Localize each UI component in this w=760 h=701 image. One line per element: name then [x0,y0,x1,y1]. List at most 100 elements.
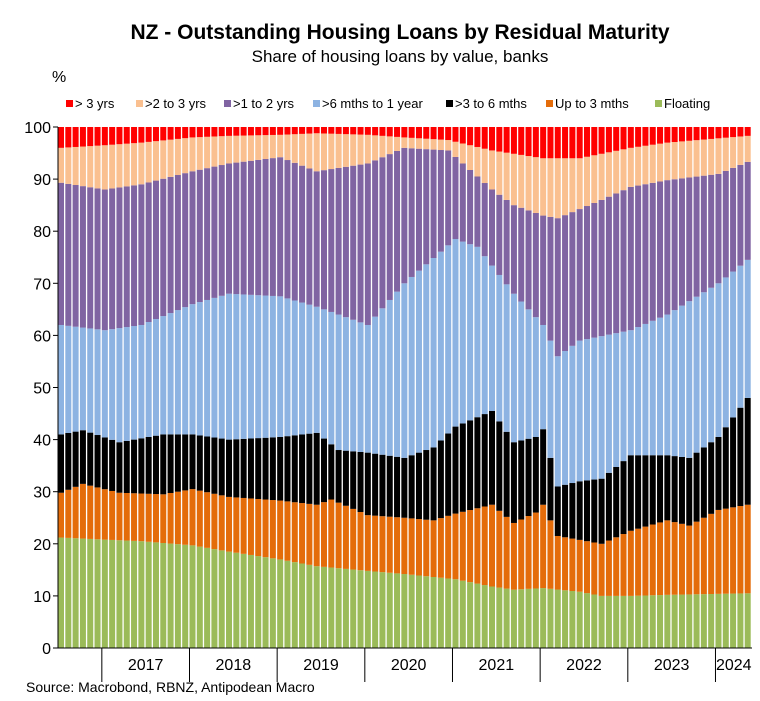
bar-segment [518,207,525,302]
month-bar [722,127,729,648]
bar-segment [87,485,94,539]
month-bar [664,127,671,648]
bar-segment [583,480,590,542]
bar-segment [686,127,693,141]
bar-segment [627,186,634,331]
bar-segment [708,138,715,175]
bar-segment [372,135,379,161]
bar-segment [532,157,539,213]
bar-segment [269,295,276,438]
year-label: 2024 [716,657,752,674]
bar-segment [79,483,86,539]
bar-segment [58,434,65,493]
bar-segment [744,127,751,136]
month-bar [218,127,225,648]
bar-segment [620,331,627,462]
bar-segment [620,595,627,648]
bar-segment [174,127,181,139]
bar-segment [138,493,145,542]
bar-segment [101,127,108,146]
bar-segment [598,595,605,648]
bar-segment [605,595,612,648]
month-bar [131,127,138,648]
bar-segment [540,504,547,589]
bar-segment [87,187,94,329]
bar-segment [489,265,496,411]
bar-segment [700,127,707,140]
bar-segment [313,127,320,134]
month-bar [693,127,700,648]
bar-segment [649,127,656,145]
month-bar [167,127,174,648]
bar-segment [562,351,569,485]
bar-segment [452,426,459,514]
bar-segment [320,127,327,134]
bar-segment [569,127,576,159]
bar-segment [591,542,598,595]
bar-segment [152,542,159,648]
bar-segment [518,301,525,441]
bar-segment [357,451,364,513]
bar-segment [459,511,466,581]
bar-segment [708,442,715,514]
month-bar [605,127,612,648]
month-bar [708,127,715,648]
bar-segment [58,537,65,648]
month-bar [255,127,262,648]
bar-segment [430,149,437,258]
bar-segment [313,566,320,648]
bar-segment [481,414,488,507]
bar-segment [437,127,444,140]
bar-segment [678,305,685,457]
bar-segment [415,148,422,271]
bar-segment [642,526,649,596]
bar-segment [489,127,496,151]
bar-segment [364,570,371,648]
bar-segment [518,440,525,520]
bar-segment [379,157,386,309]
bar-segment [671,522,678,595]
bar-segment [708,174,715,288]
bar-segment [686,301,693,458]
bar-segment [657,127,664,144]
bar-segment [562,215,569,352]
bar-segment [576,158,583,210]
bar-segment [109,144,116,189]
bar-segment [182,434,189,491]
bar-segment [518,154,525,208]
bar-segment [496,194,503,275]
month-bar [65,127,72,648]
legend-item: > 3 yrs [66,96,115,111]
month-bar [423,127,430,648]
month-bar [591,127,598,648]
bar-segment [744,259,751,398]
month-bar [635,127,642,648]
bar-segment [693,452,700,522]
bar-segment [627,595,634,648]
bar-segment [189,304,196,435]
bar-segment [481,256,488,415]
month-bar [562,127,569,648]
bar-segment [730,167,737,272]
legend-label: > 3 yrs [75,96,115,111]
bar-segment [357,134,364,165]
bar-segment [467,145,474,170]
month-bar [123,127,130,648]
month-bar [445,127,452,648]
bar-segment [372,453,379,516]
bar-segment [649,320,656,456]
bar-segment [218,438,225,496]
bar-segment [65,147,72,184]
bar-segment [182,307,189,435]
bar-segment [218,165,225,296]
bar-segment [167,434,174,493]
bar-segment [160,178,167,317]
bar-segment [211,166,218,298]
bar-segment [496,274,503,422]
bar-segment [204,436,211,493]
bar-segment [131,185,138,327]
bar-segment [415,575,422,648]
bar-segment [306,433,313,504]
bar-segment [481,127,488,149]
bar-segment [116,144,123,188]
